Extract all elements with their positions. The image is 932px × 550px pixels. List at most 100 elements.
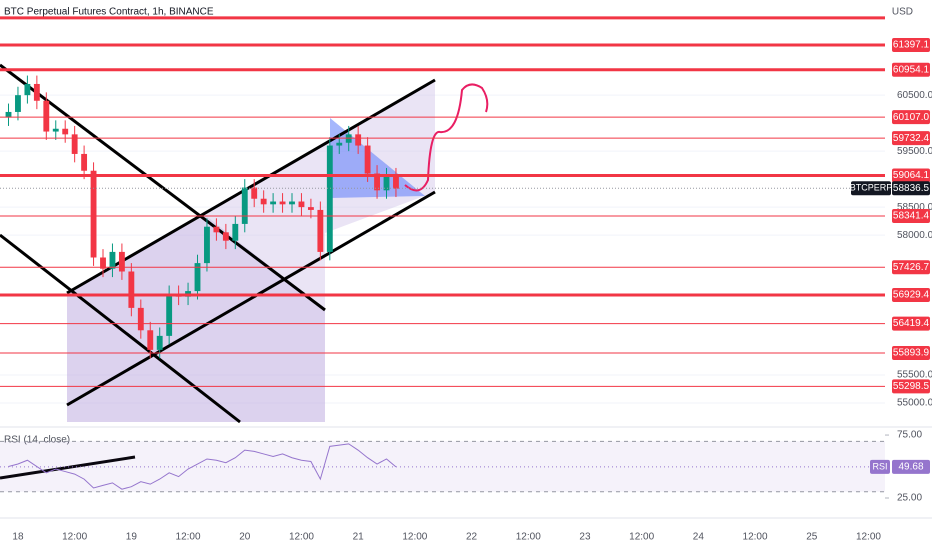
candle-body (137, 307, 144, 331)
level-label: 60107.0 (893, 112, 930, 123)
candle-body (260, 198, 267, 205)
x-tick-label: 20 (239, 532, 251, 543)
level-label: 58341.4 (893, 211, 930, 222)
candle-body (100, 257, 106, 269)
rsi-name-tag (870, 459, 890, 474)
level-label: 59064.1 (893, 170, 930, 181)
level-tag (892, 379, 930, 394)
last-price-label: 58836.5 (893, 183, 930, 194)
level-tag (892, 346, 930, 361)
rsi-value: 49.68 (898, 462, 923, 473)
candle-body (128, 271, 135, 308)
last-price-tag (892, 181, 930, 196)
candle-body (289, 201, 295, 205)
y-tick-label: 59500.0 (897, 146, 932, 157)
candle-body (147, 330, 154, 350)
rsi-value-tag (892, 459, 930, 474)
x-tick-label: 12:00 (743, 532, 768, 543)
level-tag (892, 288, 930, 303)
candle-body (364, 145, 371, 174)
x-tick-label: 12:00 (62, 532, 87, 543)
rsi-trend-line (0, 455, 136, 480)
y-tick-label: 55000.0 (897, 398, 932, 409)
candle-body (90, 170, 97, 258)
x-tick-label: 12:00 (516, 532, 541, 543)
unit-label: USD (892, 7, 913, 18)
y-tick-label: 25.00 (897, 493, 922, 504)
trend-line (0, 233, 241, 424)
level-tag (892, 209, 930, 224)
trend-line (66, 190, 436, 407)
candle-body (279, 201, 286, 205)
candle-body (326, 145, 333, 252)
rsi-title: RSI (14, close) (4, 435, 70, 446)
y-tick-label: 58500.0 (897, 202, 932, 213)
symbol-tag (851, 181, 891, 196)
projection-curve (404, 83, 489, 192)
level-tag (892, 131, 930, 146)
candle-body (156, 335, 163, 350)
x-tick-label: 19 (126, 532, 138, 543)
candle-body (241, 187, 248, 224)
candle-body (383, 176, 390, 191)
candle-body (374, 173, 380, 191)
candle-body (194, 263, 201, 292)
level-tag (892, 62, 930, 77)
x-tick-label: 12:00 (629, 532, 654, 543)
x-tick-label: 25 (806, 532, 818, 543)
y-tick-label: 58000.0 (897, 230, 932, 241)
candle-body (270, 201, 277, 205)
candle-body (5, 111, 12, 118)
candle-body (222, 232, 229, 241)
candle-body (33, 83, 40, 101)
x-tick-label: 22 (466, 532, 478, 543)
level-tag (892, 260, 930, 275)
level-tag (892, 168, 930, 183)
candle-body (166, 293, 173, 336)
x-tick-label: 18 (12, 532, 24, 543)
candle-body (317, 209, 324, 252)
level-label: 57426.7 (893, 262, 930, 273)
x-tick-label: 12:00 (289, 532, 314, 543)
candle-body (71, 134, 78, 154)
rsi-name: RSI (872, 461, 887, 471)
level-label: 59732.4 (893, 133, 930, 144)
symbol-label: BTCPERP (850, 183, 893, 193)
level-label: 56929.4 (893, 290, 930, 301)
level-label: 56419.4 (893, 318, 930, 329)
level-tag (892, 316, 930, 331)
candle-body (393, 176, 399, 189)
candle-body (336, 142, 343, 146)
candle-body (15, 95, 21, 112)
candle-body (24, 83, 31, 96)
x-tick-label: 12:00 (856, 532, 881, 543)
x-tick-label: 23 (579, 532, 591, 543)
candle-body (109, 251, 116, 269)
level-label: 61397.1 (893, 40, 930, 51)
candle-body (232, 223, 239, 241)
level-tag (892, 37, 930, 52)
candle-body (355, 134, 362, 146)
x-tick-label: 24 (693, 532, 705, 543)
chart-title: BTC Perpetual Futures Contract, 1h, BINA… (4, 7, 214, 18)
trend-line (0, 63, 326, 312)
level-label: 55893.9 (893, 348, 930, 359)
x-tick-label: 21 (353, 532, 365, 543)
candle-body (118, 251, 125, 272)
y-tick-label: 75.00 (897, 430, 922, 441)
candle-body (52, 128, 59, 132)
level-label: 55298.5 (893, 381, 930, 392)
level-label: 60954.1 (893, 64, 930, 75)
candle-body (307, 207, 314, 210)
x-tick-label: 12:00 (402, 532, 427, 543)
candle-body (204, 226, 210, 264)
candle-body (298, 201, 305, 208)
trend-line (66, 78, 436, 295)
y-tick-label: 60500.0 (897, 90, 932, 101)
candle-body (81, 153, 88, 171)
candles (5, 75, 399, 359)
level-tag (892, 110, 930, 125)
candle-body (62, 128, 69, 135)
